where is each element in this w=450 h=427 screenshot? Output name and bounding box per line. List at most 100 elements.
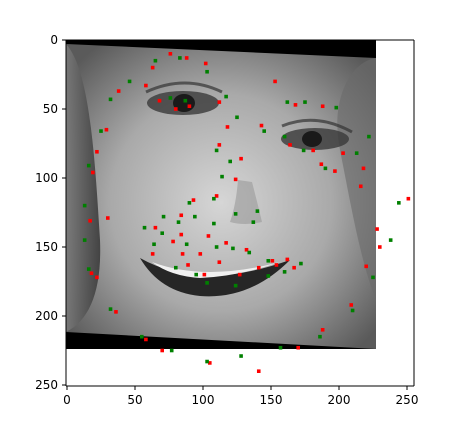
green-point <box>174 265 178 270</box>
red-point <box>202 272 207 277</box>
green-point <box>82 238 87 242</box>
red-point <box>259 123 264 128</box>
y-tick-label: 0 <box>50 33 58 47</box>
y-tick-label: 100 <box>35 171 58 185</box>
red-point <box>361 166 366 171</box>
red-point <box>187 104 192 109</box>
green-point <box>153 58 158 63</box>
red-point <box>270 259 275 263</box>
red-point <box>256 265 261 270</box>
red-point <box>179 213 184 218</box>
red-point <box>375 227 379 231</box>
x-tick-label: 100 <box>192 393 215 407</box>
green-point <box>108 307 113 311</box>
green-point <box>187 201 192 205</box>
red-point <box>378 245 382 249</box>
red-point <box>333 169 337 173</box>
green-point <box>193 214 197 219</box>
red-point <box>144 83 148 88</box>
red-point <box>288 143 292 147</box>
red-point <box>186 263 190 267</box>
green-point <box>168 96 173 100</box>
axes-frame <box>65 39 415 387</box>
green-point <box>108 97 113 102</box>
green-point <box>233 283 238 288</box>
red-point <box>91 170 95 175</box>
x-tick-label: 250 <box>396 393 419 407</box>
x-tick-label: 150 <box>260 393 283 407</box>
red-point <box>311 148 315 153</box>
red-point <box>274 263 279 267</box>
green-point <box>140 334 144 339</box>
red-point <box>217 100 222 104</box>
green-point <box>228 159 232 164</box>
red-point <box>349 303 354 307</box>
red-point <box>150 65 155 70</box>
green-point <box>214 148 219 153</box>
red-point <box>208 361 212 365</box>
green-point <box>205 69 209 74</box>
red-point <box>341 151 345 155</box>
green-point <box>334 105 339 110</box>
red-point <box>256 369 261 373</box>
x-tick-label: 0 <box>63 393 71 407</box>
red-point <box>406 196 411 201</box>
red-point <box>319 162 324 166</box>
red-point <box>237 272 242 277</box>
red-point <box>171 239 175 244</box>
red-point <box>214 194 219 198</box>
red-point <box>95 149 99 154</box>
green-point <box>397 201 401 205</box>
green-point <box>303 100 307 104</box>
green-point <box>176 220 181 224</box>
red-point <box>203 61 208 66</box>
green-point <box>285 100 290 104</box>
y-axis-ticks: 0 50 100 150 200 250 <box>35 33 66 392</box>
green-point <box>266 259 271 263</box>
face-photo <box>66 40 376 360</box>
red-point <box>160 348 164 353</box>
red-series <box>88 52 411 373</box>
red-point <box>88 218 92 223</box>
green-point <box>247 250 252 255</box>
red-point <box>153 225 158 230</box>
green-point <box>212 196 216 201</box>
green-point <box>371 275 375 280</box>
red-point <box>293 103 298 107</box>
red-point <box>116 89 121 93</box>
red-point <box>206 234 211 238</box>
green-point <box>323 166 328 171</box>
x-tick-label: 50 <box>127 393 142 407</box>
red-point <box>273 79 277 84</box>
green-point <box>184 242 189 247</box>
x-axis-ticks: 0 50 100 150 200 250 <box>63 386 418 407</box>
green-point <box>160 231 164 235</box>
red-point <box>217 143 222 147</box>
red-point <box>150 252 155 256</box>
green-point <box>251 220 256 224</box>
red-point <box>184 56 189 60</box>
green-point <box>194 272 198 277</box>
green-point <box>152 242 156 247</box>
y-tick-label: 150 <box>35 240 58 254</box>
green-point <box>235 115 239 120</box>
red-point <box>180 252 185 256</box>
red-point <box>95 275 99 280</box>
green-point <box>367 134 371 139</box>
green-point <box>354 151 359 155</box>
green-point <box>82 203 87 208</box>
y-tick-label: 200 <box>35 309 58 323</box>
green-point <box>388 238 393 242</box>
green-point <box>86 163 91 168</box>
red-point <box>179 232 184 237</box>
red-point <box>89 271 94 276</box>
red-point <box>292 265 296 270</box>
red-point <box>233 177 238 182</box>
red-point <box>320 328 325 332</box>
green-point <box>220 174 224 179</box>
green-point <box>282 134 287 139</box>
red-point <box>320 104 325 109</box>
red-point <box>296 345 300 350</box>
green-point <box>350 308 355 313</box>
